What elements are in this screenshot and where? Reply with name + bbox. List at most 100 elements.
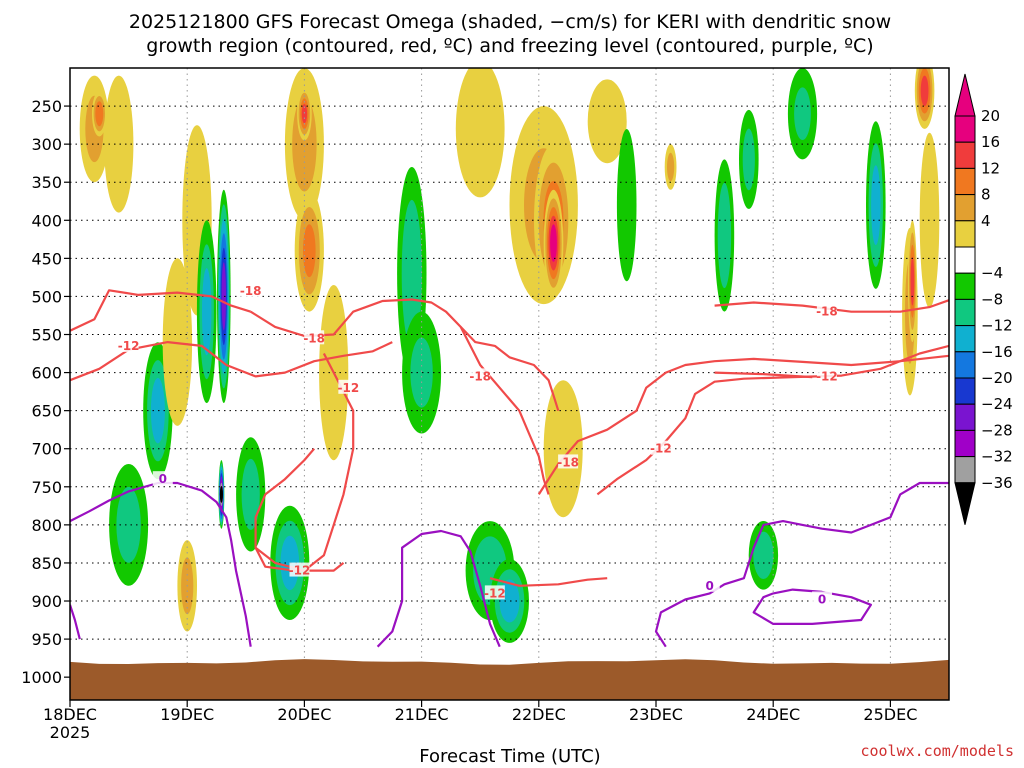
y-tick-label-400: 400 [31, 211, 62, 230]
colorbar-top-arrow [954, 73, 976, 117]
colorbar-label-1: 16 [981, 133, 1000, 151]
colorbar-segment-7 [954, 298, 976, 327]
colorbar-segment-11 [954, 403, 976, 431]
colorbar-label-13: −36 [981, 474, 1013, 492]
y-tick-label-300: 300 [31, 135, 62, 154]
dgz-contour-label-7: -12 [650, 442, 672, 456]
dgz-contour-label-bg-5 [289, 562, 310, 577]
omega-cell-30-level-1 [742, 128, 755, 191]
omega-cell-25-level-0 [543, 380, 583, 518]
freezing-contour-label-bg-0 [152, 471, 173, 486]
omega-cell-31-level-1 [753, 531, 774, 579]
colorbar-label-5: −4 [981, 264, 1003, 282]
y-tick-label-750: 750 [31, 478, 62, 497]
plot-frame [69, 67, 950, 701]
x-tick-label-168: 25DEC [863, 705, 917, 724]
dgz-contour-label-bg-2 [304, 330, 325, 345]
colorbar-label-2: 12 [981, 159, 1000, 177]
ground-fill [70, 659, 949, 700]
freezing-contour-label-0: 0 [159, 472, 167, 486]
dgz-contour-line-9 [714, 371, 813, 379]
colorbar-segment-5 [954, 246, 976, 274]
y-tick-label-800: 800 [31, 516, 62, 535]
colorbar-bottom-arrow [954, 482, 976, 525]
dgz-contour-line-10 [489, 577, 608, 587]
omega-cell-26-level-0 [587, 79, 627, 164]
y-tick-label-350: 350 [31, 173, 62, 192]
x-tick-label-0: 18DEC [43, 705, 97, 724]
freezing-contour-line-4 [70, 604, 81, 640]
freezing-level-contours: 0 0 0 [70, 471, 949, 648]
omega-cell-29-level-1 [717, 182, 732, 289]
y-tick-label-650: 650 [31, 402, 62, 421]
freezing-contour-label-bg-2 [812, 591, 833, 606]
freezing-contour-line-3 [376, 529, 501, 648]
dgz-contour-line-1 [70, 289, 252, 332]
x-tick-label-48: 20DEC [277, 705, 331, 724]
colorbar-segment-10 [954, 377, 976, 405]
x-axis-label: Forecast Time (UTC) [419, 746, 600, 767]
freezing-contour-label-2: 0 [818, 592, 826, 606]
dgz-contour-label-5: -12 [289, 564, 311, 578]
omega-cell-32-level-1 [794, 87, 811, 140]
freezing-contour-label-bg-1 [699, 577, 720, 592]
dgz-contour-line-0 [70, 341, 393, 382]
omega-cell-18-level-1 [410, 337, 433, 408]
dgz-contour-label-bg-6 [558, 454, 579, 469]
x-tick-label-144: 24DEC [746, 705, 800, 724]
colorbar-segment-8 [954, 325, 976, 353]
omega-cell-14-level-2 [303, 224, 316, 278]
omega-cell-10-level-9 [219, 486, 223, 503]
dgz-contour-label-9: -12 [816, 369, 838, 383]
chart-title-line-1: 2025121800 GFS Forecast Omega (shaded, −… [129, 11, 891, 33]
omega-cell-1-level-2 [95, 101, 104, 127]
y-tick-label-1000: 1000 [21, 668, 62, 687]
dgz-contour-label-3: -18 [469, 369, 491, 383]
dgz-contour-label-4: -12 [338, 381, 360, 395]
y-tick-label-900: 900 [31, 592, 62, 611]
x-tick-label-72: 21DEC [395, 705, 449, 724]
y-tick-label-600: 600 [31, 364, 62, 383]
x-tick-label-24: 19DEC [160, 705, 214, 724]
dgz-contour-label-bg-0 [118, 337, 139, 352]
dgz-contour-label-bg-3 [470, 368, 491, 383]
dgz-contour-line-6 [537, 354, 949, 495]
credit-text[interactable]: coolwx.com/models [860, 742, 1014, 760]
omega-cell-19-level-0 [455, 68, 505, 198]
colorbar-segment-6 [954, 272, 976, 300]
y-tick-label-450: 450 [31, 249, 62, 268]
freezing-contour-line-0 [70, 481, 252, 647]
colorbar-label-7: −12 [981, 317, 1013, 335]
freezing-contour-line-2 [752, 588, 872, 625]
x-tick-label-120: 23DEC [629, 705, 683, 724]
dgz-contour-label-bg-8 [816, 303, 837, 318]
omega-cell-11-level-1 [241, 458, 260, 530]
omega-cell-37-level-3 [920, 75, 929, 107]
y-tick-label-850: 850 [31, 554, 62, 573]
freezing-contour-label-1: 0 [706, 579, 714, 593]
omega-cell-17-level-1 [401, 199, 422, 348]
colorbar-segment-1 [954, 141, 976, 169]
colorbar-segment-13 [954, 456, 976, 484]
colorbar-segment-2 [954, 167, 976, 196]
omega-shading [79, 68, 940, 643]
omega-cell-34-level-2 [871, 165, 881, 246]
dgz-contours: -12 -18 -18 -18 -12 -12 -18 -12 -18 -12 -12 [70, 283, 949, 600]
dgz-contour-label-2: -18 [303, 331, 325, 345]
colorbar-label-3: 8 [981, 186, 991, 204]
colorbar-segment-9 [954, 351, 976, 379]
colorbar-label-10: −24 [981, 395, 1013, 413]
omega-cell-4-level-2 [150, 378, 165, 444]
x-tick-label-96: 22DEC [512, 705, 566, 724]
dgz-contour-label-bg-4 [338, 379, 359, 394]
colorbar-label-6: −8 [981, 290, 1003, 308]
colorbar-label-12: −32 [981, 448, 1013, 466]
y-tick-label-950: 950 [31, 630, 62, 649]
dgz-contour-label-0: -12 [118, 339, 140, 353]
omega-cell-38-level-0 [919, 132, 940, 308]
colorbar-segment-12 [954, 429, 976, 458]
omega-cell-8-level-2 [202, 268, 212, 356]
dgz-contour-label-bg-9 [816, 368, 837, 383]
